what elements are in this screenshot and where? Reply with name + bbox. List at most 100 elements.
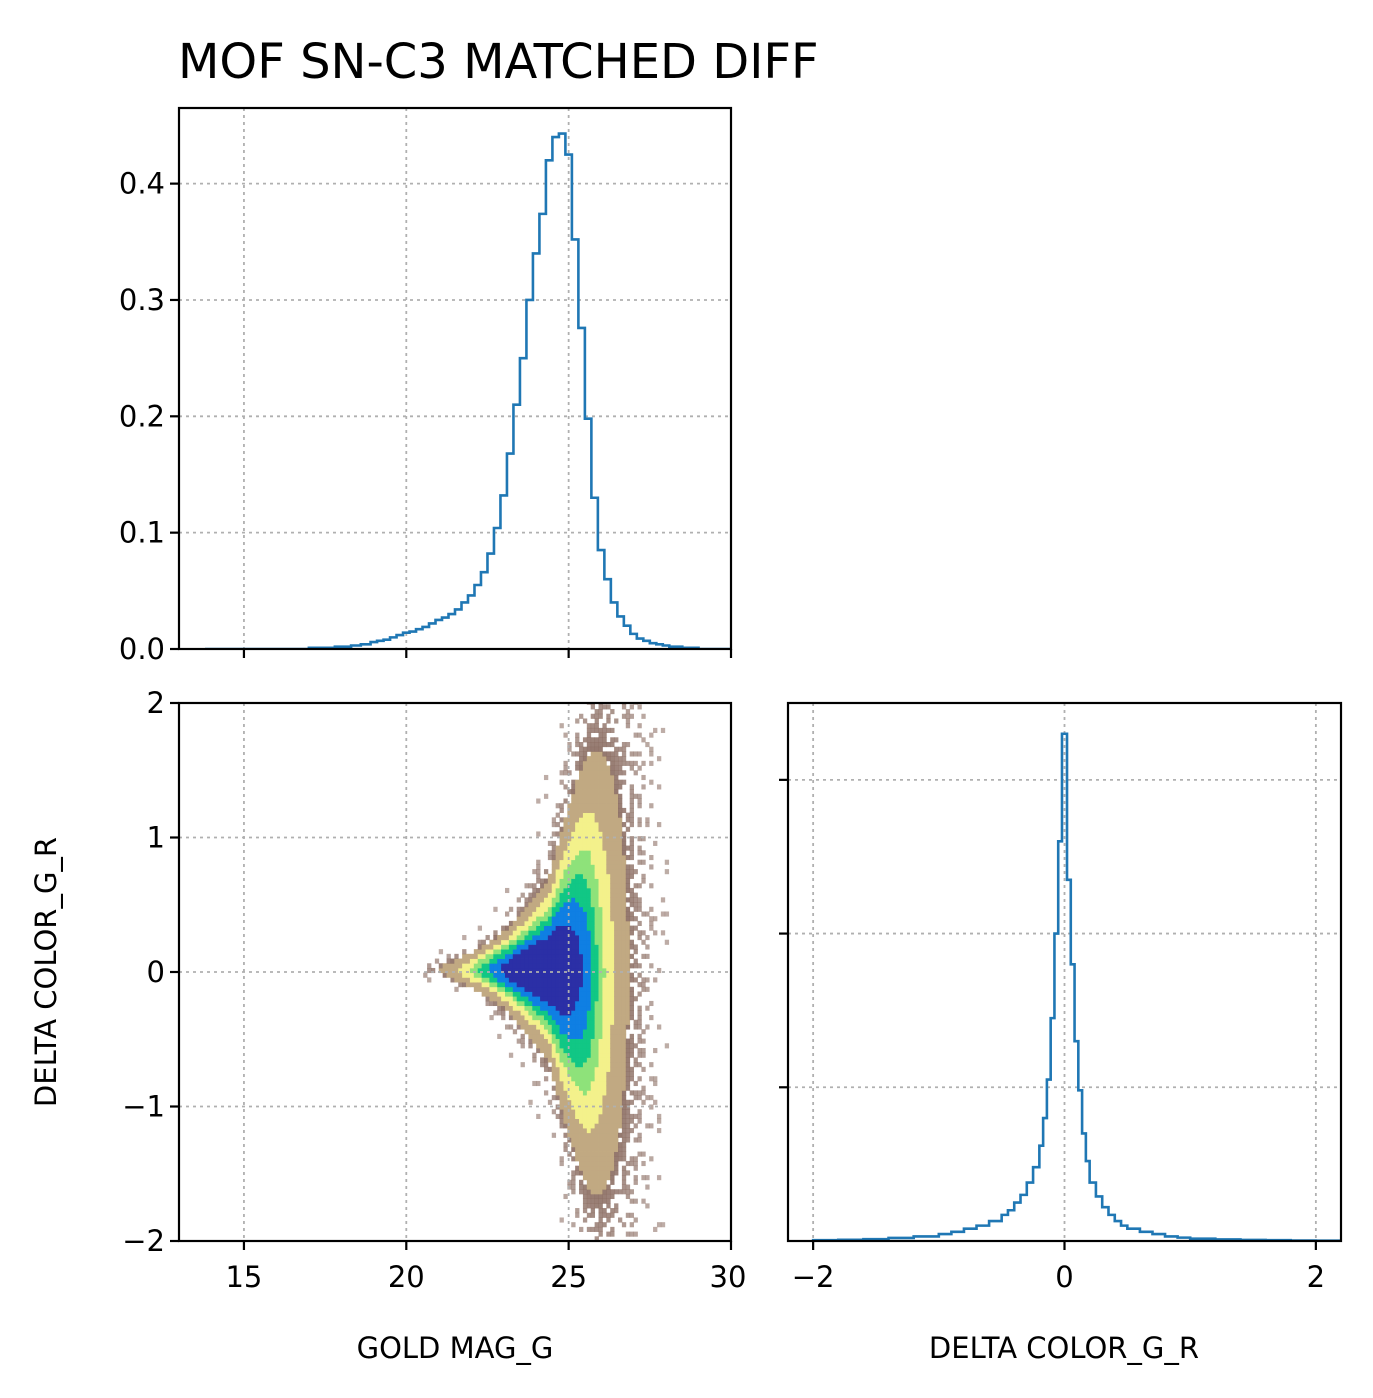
heatmap-cell [505,935,510,941]
heatmap-cell [575,873,580,879]
heatmap-cell [442,972,447,978]
heatmap-cell [543,972,549,978]
heatmap-cell [610,1231,615,1237]
heatmap-cell [508,963,514,969]
heatmap-cell [559,935,564,941]
heatmap-cell [540,972,545,978]
heatmap-cell [641,859,646,865]
heatmap-cell [606,991,611,997]
heatmap-cell [629,873,634,879]
heatmap-cell [579,859,584,865]
heatmap-cell [582,996,588,1002]
heatmap-cell [606,817,611,823]
heatmap-cell [629,1071,634,1077]
heatmap-cell [645,911,650,917]
heatmap-cell [528,935,533,941]
heatmap-cell [594,840,599,846]
heatmap-cell [579,803,584,809]
heatmap-cell [637,1047,642,1054]
heatmap-cell [625,864,631,870]
heatmap-cell [582,793,588,799]
heatmap-cell [543,1029,549,1035]
heatmap-cell [606,1095,611,1101]
heatmap-cell [582,779,588,785]
heatmap-cell [481,977,486,983]
heatmap-cell [610,1142,615,1148]
heatmap-cell [555,1038,560,1044]
heatmap-cell [614,760,619,766]
heatmap-cell [512,963,518,969]
heatmap-cell [606,1062,611,1068]
heatmap-cell [454,986,459,992]
heatmap-cell [602,982,607,988]
heatmap-cell [629,1076,634,1082]
heatmap-cell [621,958,627,964]
heatmap-cell [559,1066,564,1072]
heatmap-cell [563,760,568,766]
heatmap-cell [586,902,592,908]
heatmap-cell [547,944,553,950]
heatmap-cell [641,1029,646,1035]
heatmap-cell [614,1019,619,1025]
heatmap-cell [625,1015,631,1021]
heatmap-cell [618,831,623,837]
heatmap-cell [571,1222,576,1228]
heatmap-cell [610,1057,615,1063]
heatmap-cell [481,944,486,950]
heatmap-cell [575,982,580,988]
heatmap-cell [559,977,564,983]
heatmap-cell [571,812,576,818]
heatmap-cell [594,883,599,889]
heatmap-cell [633,949,638,955]
heatmap-cell [586,756,592,762]
heatmap-cell [625,1212,631,1218]
heatmap-cell [489,972,494,978]
heatmap-cell [618,1095,623,1101]
heatmap-cell [579,1033,584,1039]
heatmap-cell [582,807,588,814]
heatmap-cell [629,765,634,771]
heatmap-cell [629,953,634,959]
heatmap-cell [602,906,607,912]
heatmap-cell [625,1085,631,1091]
heatmap-cell [571,1142,576,1148]
heatmap-cell [614,935,619,941]
heatmap-cell [590,963,596,969]
heatmap-cell [501,949,506,955]
heatmap-cell [618,887,623,894]
x-tick-label: 0 [1055,1260,1073,1294]
heatmap-cell [586,1151,592,1157]
heatmap-cell [450,967,455,974]
heatmap-cell [660,897,666,903]
heatmap-cell [606,1015,611,1021]
heatmap-cell [641,986,646,992]
heatmap-cell [540,1033,545,1039]
heatmap-cell [602,1137,607,1143]
heatmap-cell [567,1057,572,1063]
heatmap-cell [582,817,588,823]
heatmap-cell [579,1151,584,1157]
heatmap-cell [614,967,619,974]
heatmap-cell [582,1198,588,1204]
heatmap-cell [563,878,568,884]
heatmap-cell [582,1024,588,1030]
heatmap-cell [563,935,568,941]
heatmap-cell [614,737,619,743]
heatmap-cell [536,902,541,908]
heatmap-cell [575,869,580,875]
heatmap-cell [532,892,537,898]
heatmap-cell [637,732,642,738]
heatmap-cell [610,850,615,856]
heatmap-cell [536,873,541,879]
heatmap-cell [637,1113,642,1120]
heatmap-cell [594,897,599,903]
heatmap-cell [633,1137,638,1143]
heatmap-cell [516,953,521,959]
heatmap-cell [575,793,580,799]
heatmap-cell [598,765,603,771]
heatmap-cell [653,977,658,983]
heatmap-cell [614,1095,619,1101]
heatmap-cell [598,826,603,832]
heatmap-cell [536,1000,541,1007]
heatmap-cell [637,883,642,889]
